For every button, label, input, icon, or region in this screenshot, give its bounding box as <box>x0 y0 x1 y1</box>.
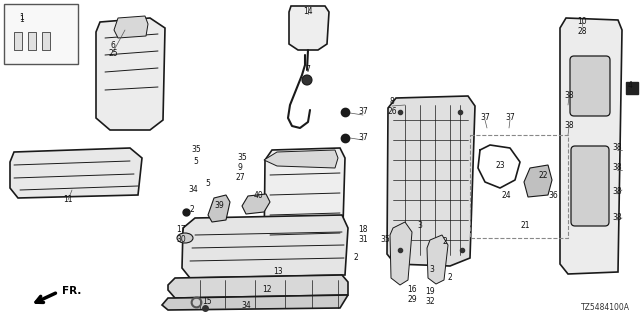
Text: 38: 38 <box>612 143 622 153</box>
Bar <box>14 32 22 50</box>
Text: 9: 9 <box>237 164 243 172</box>
Bar <box>42 32 50 50</box>
Text: 10: 10 <box>577 18 587 27</box>
Text: 17: 17 <box>176 226 186 235</box>
Polygon shape <box>162 295 348 310</box>
Text: 34: 34 <box>188 186 198 195</box>
Text: 22: 22 <box>538 171 548 180</box>
Text: 11: 11 <box>63 196 73 204</box>
Text: 12: 12 <box>262 285 272 294</box>
Text: 15: 15 <box>202 298 212 307</box>
Polygon shape <box>560 18 622 274</box>
Text: 26: 26 <box>387 107 397 116</box>
Ellipse shape <box>177 233 193 243</box>
FancyBboxPatch shape <box>570 56 610 116</box>
Text: 24: 24 <box>501 190 511 199</box>
Polygon shape <box>264 148 345 266</box>
Bar <box>470 135 568 238</box>
Text: 37: 37 <box>358 108 368 116</box>
Polygon shape <box>427 235 448 284</box>
Circle shape <box>302 75 312 85</box>
Text: 32: 32 <box>425 298 435 307</box>
Text: 31: 31 <box>358 235 368 244</box>
Polygon shape <box>390 222 412 285</box>
Text: 13: 13 <box>273 268 283 276</box>
Text: 38: 38 <box>612 213 622 222</box>
Text: 8: 8 <box>390 98 394 107</box>
Text: 2: 2 <box>443 237 447 246</box>
Text: 21: 21 <box>520 220 530 229</box>
Text: 35: 35 <box>191 146 201 155</box>
Polygon shape <box>264 150 338 168</box>
Text: 3: 3 <box>417 220 422 229</box>
Polygon shape <box>10 148 142 198</box>
Text: 28: 28 <box>577 28 587 36</box>
Text: 6: 6 <box>111 41 115 50</box>
Text: 4: 4 <box>628 81 632 90</box>
Text: 1: 1 <box>20 15 24 25</box>
Text: 37: 37 <box>480 114 490 123</box>
Text: FR.: FR. <box>62 286 81 296</box>
Text: 36: 36 <box>548 190 558 199</box>
Text: 38: 38 <box>564 121 574 130</box>
Polygon shape <box>242 194 270 214</box>
Text: 29: 29 <box>407 295 417 305</box>
Polygon shape <box>289 6 329 50</box>
Text: 2: 2 <box>354 253 358 262</box>
Text: TZ5484100A: TZ5484100A <box>581 303 630 312</box>
Text: 5: 5 <box>205 179 211 188</box>
Text: 5: 5 <box>193 157 198 166</box>
Polygon shape <box>114 16 148 38</box>
FancyBboxPatch shape <box>571 146 609 226</box>
Text: 35: 35 <box>237 154 247 163</box>
Text: 40: 40 <box>253 191 263 201</box>
Text: 27: 27 <box>235 172 245 181</box>
Text: 2: 2 <box>447 273 452 282</box>
Text: 14: 14 <box>303 7 313 17</box>
Text: 38: 38 <box>564 91 574 100</box>
Text: 16: 16 <box>407 285 417 294</box>
Text: 19: 19 <box>425 287 435 297</box>
Text: 2: 2 <box>189 205 195 214</box>
Text: 7: 7 <box>305 66 310 75</box>
Text: 38: 38 <box>612 164 622 172</box>
Polygon shape <box>524 165 552 197</box>
Text: 35: 35 <box>380 236 390 244</box>
Bar <box>28 32 36 50</box>
Text: 3: 3 <box>429 266 435 275</box>
Text: 37: 37 <box>358 133 368 142</box>
Text: 38: 38 <box>612 188 622 196</box>
Polygon shape <box>168 275 348 298</box>
Text: 23: 23 <box>495 161 505 170</box>
Text: 37: 37 <box>505 114 515 123</box>
Text: 34: 34 <box>241 300 251 309</box>
Polygon shape <box>208 195 230 222</box>
Bar <box>4 4 78 64</box>
Text: 25: 25 <box>108 50 118 59</box>
Text: 30: 30 <box>176 236 186 244</box>
Polygon shape <box>387 96 475 266</box>
Text: 1: 1 <box>20 13 24 22</box>
Text: 39: 39 <box>214 201 224 210</box>
Polygon shape <box>182 215 348 278</box>
Text: 18: 18 <box>358 226 368 235</box>
Polygon shape <box>96 18 165 130</box>
